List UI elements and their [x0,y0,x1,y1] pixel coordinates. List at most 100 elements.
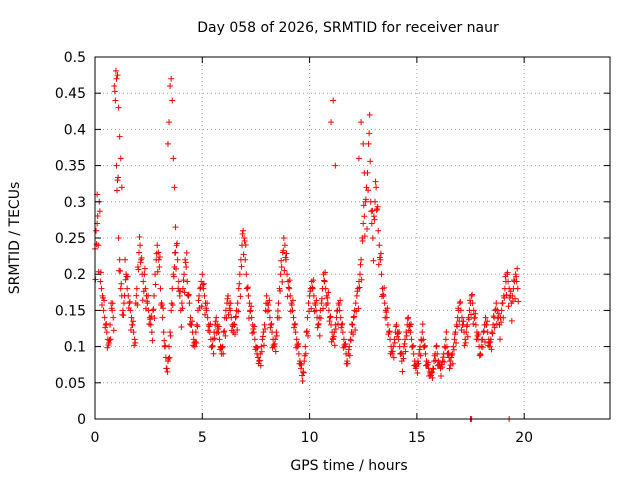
data-point [432,357,439,364]
data-point [178,300,185,307]
data-point [453,340,460,347]
data-point [277,271,284,278]
data-point [246,300,253,307]
data-point [196,292,203,299]
data-point [171,184,178,191]
data-point [420,344,427,351]
data-point [135,249,142,256]
data-point [168,307,175,314]
data-point [113,187,120,194]
data-point [464,333,471,340]
data-point [376,242,383,249]
data-point [204,300,211,307]
data-point [186,300,193,307]
y-tick-label: 0.15 [55,303,86,319]
data-point [235,285,242,292]
data-point [179,285,186,292]
data-point [298,362,305,369]
y-tick-label: 0.25 [55,231,86,247]
data-point [482,314,489,321]
data-point [222,332,229,339]
data-point [326,314,333,321]
data-point [438,373,445,380]
data-point [194,323,201,330]
data-point [179,305,186,312]
data-point [503,291,510,298]
data-point [368,220,375,227]
data-point [147,316,154,323]
data-point [415,360,422,367]
data-point [341,342,348,349]
data-point [140,278,147,285]
data-point [272,336,279,343]
data-point [377,250,384,257]
data-point [134,302,141,309]
y-tick-label: 0.5 [64,50,86,66]
data-point [395,330,402,337]
data-point [462,336,469,343]
plot-frame [94,56,611,420]
data-point [236,271,243,278]
data-point [314,324,321,331]
data-point [244,285,251,292]
data-point [245,292,252,299]
axis-ticks: 0 0.05 0.1 0.15 0.2 0.25 0.3 0.35 0.4 0.45 0.5 0 5 10… [55,50,610,446]
data-point [477,350,484,357]
data-point [215,329,222,336]
data-point [410,342,417,349]
data-point [396,328,403,335]
data-point [107,321,114,328]
data-point [373,184,380,191]
data-point [309,284,316,291]
data-point [384,305,391,312]
data-point [148,329,155,336]
data-point [309,285,316,292]
data-point [283,250,290,257]
data-point [274,308,281,315]
data-point [98,302,105,309]
data-point [304,314,311,321]
data-point [443,328,450,335]
data-point [332,325,339,332]
data-point [247,308,254,315]
data-point [302,350,309,357]
data-point [224,295,231,302]
y-tick-label: 0.1 [64,340,86,356]
data-point [337,297,344,304]
data-point [332,162,339,169]
data-point [308,305,315,312]
data-point [332,321,339,328]
data-point [327,313,334,320]
data-point [281,242,288,249]
data-point [442,336,449,343]
data-point [385,329,392,336]
data-point [167,332,174,339]
data-point [261,321,268,328]
data-point [92,276,99,283]
data-point [212,318,219,325]
data-point [227,307,234,314]
data-point [181,271,188,278]
data-point [240,251,247,258]
data-point [345,346,352,353]
data-point [163,365,170,372]
data-point [93,227,100,234]
data-point [105,339,112,346]
data-point [214,325,221,332]
data-point [188,321,195,328]
data-point [241,235,248,241]
data-point [242,241,249,248]
x-tick-label: 5 [198,430,207,446]
data-point [167,82,174,89]
data-point [352,300,359,307]
data-point [219,343,226,350]
data-point [110,327,117,334]
grid [95,57,610,419]
data-point [381,300,388,307]
data-point [383,309,390,316]
data-point [268,320,275,327]
data-point [94,213,101,220]
data-point [513,278,520,285]
data-point [159,314,166,321]
data-point [160,329,167,336]
